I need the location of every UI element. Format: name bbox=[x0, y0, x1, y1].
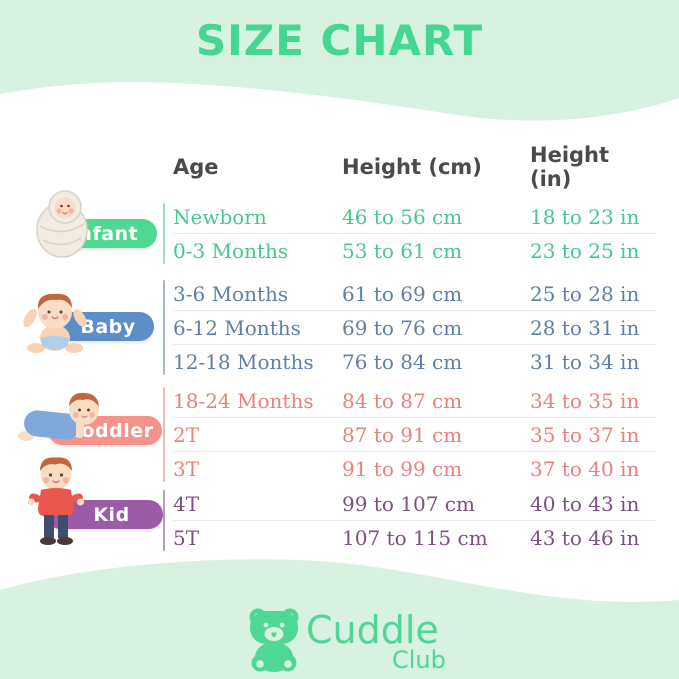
age-cell: 3-6 Months bbox=[173, 281, 289, 306]
age-cell: Newborn bbox=[173, 204, 267, 229]
height-in-cell: 31 to 34 in bbox=[530, 349, 640, 374]
table-row: 4T 99 to 107 cm 40 to 43 in bbox=[173, 487, 657, 520]
column-header-age: Age bbox=[173, 154, 219, 179]
table-row: 3T 91 to 99 cm 37 to 40 in bbox=[173, 451, 657, 485]
size-group-baby: 3-6 Months 61 to 69 cm 25 to 28 in 6-12 … bbox=[163, 277, 657, 378]
top-wave-decoration bbox=[0, 0, 679, 121]
height-in-cell: 23 to 25 in bbox=[530, 238, 640, 263]
size-group-infant: Newborn 46 to 56 cm 18 to 23 in 0-3 Mont… bbox=[163, 200, 657, 267]
height-cm-cell: 69 to 76 cm bbox=[342, 315, 463, 340]
column-header-height-in: Height (in) bbox=[530, 142, 610, 191]
height-in-cell: 28 to 31 in bbox=[530, 315, 640, 340]
age-cell: 6-12 Months bbox=[173, 315, 301, 340]
height-cm-cell: 91 to 99 cm bbox=[342, 456, 463, 481]
table-row: 12-18 Months 76 to 84 cm 31 to 34 in bbox=[173, 344, 657, 378]
table-row: 0-3 Months 53 to 61 cm 23 to 25 in bbox=[173, 233, 657, 267]
table-row: 2T 87 to 91 cm 35 to 37 in bbox=[173, 417, 657, 451]
height-cm-cell: 53 to 61 cm bbox=[342, 238, 463, 263]
height-in-cell: 37 to 40 in bbox=[530, 456, 640, 481]
brand-suffix: Club bbox=[392, 646, 446, 674]
age-cell: 0-3 Months bbox=[173, 238, 289, 263]
height-cm-cell: 61 to 69 cm bbox=[342, 281, 463, 306]
height-cm-cell: 107 to 115 cm bbox=[342, 525, 488, 550]
crawling-toddler-illustration bbox=[18, 392, 99, 441]
table-row: Newborn 46 to 56 cm 18 to 23 in bbox=[173, 200, 657, 233]
sitting-baby-illustration bbox=[23, 293, 87, 353]
age-cell: 4T bbox=[173, 491, 200, 516]
age-cell: 3T bbox=[173, 456, 200, 481]
height-cm-cell: 76 to 84 cm bbox=[342, 349, 463, 374]
height-cm-cell: 87 to 91 cm bbox=[342, 422, 463, 447]
height-cm-cell: 46 to 56 cm bbox=[342, 204, 463, 229]
age-cell: 18-24 Months bbox=[173, 388, 314, 413]
brand-logo: Cuddle Club bbox=[244, 608, 474, 674]
table-row: 3-6 Months 61 to 69 cm 25 to 28 in bbox=[173, 277, 657, 310]
age-cell: 5T bbox=[173, 525, 200, 550]
standing-kid-illustration bbox=[28, 457, 84, 545]
height-in-cell: 35 to 37 in bbox=[530, 422, 640, 447]
height-cm-cell: 99 to 107 cm bbox=[342, 491, 475, 516]
page-title: SIZE CHART bbox=[195, 16, 484, 65]
table-row: 18-24 Months 84 to 87 cm 34 to 35 in bbox=[173, 384, 657, 417]
height-in-cell: 40 to 43 in bbox=[530, 491, 640, 516]
teddy-bear-icon bbox=[249, 608, 299, 672]
height-in-cell: 25 to 28 in bbox=[530, 281, 640, 306]
brand-name: Cuddle bbox=[306, 608, 439, 652]
age-cell: 12-18 Months bbox=[173, 349, 314, 374]
size-group-toddler: 18-24 Months 84 to 87 cm 34 to 35 in 2T … bbox=[163, 384, 657, 485]
bottom-wave-decoration bbox=[0, 559, 679, 679]
age-cell: 2T bbox=[173, 422, 200, 447]
height-in-cell: 18 to 23 in bbox=[530, 204, 640, 229]
column-header-height-cm: Height (cm) bbox=[342, 154, 482, 179]
height-cm-cell: 84 to 87 cm bbox=[342, 388, 463, 413]
height-in-cell: 43 to 46 in bbox=[530, 525, 640, 550]
size-group-kid: 4T 99 to 107 cm 40 to 43 in 5T 107 to 11… bbox=[163, 487, 657, 554]
height-in-cell: 34 to 35 in bbox=[530, 388, 640, 413]
table-row: 5T 107 to 115 cm 43 to 46 in bbox=[173, 520, 657, 554]
table-header-row: Age Height (cm) Height (in) bbox=[173, 143, 657, 191]
table-row: 6-12 Months 69 to 76 cm 28 to 31 in bbox=[173, 310, 657, 344]
swaddled-infant-illustration bbox=[36, 190, 88, 258]
